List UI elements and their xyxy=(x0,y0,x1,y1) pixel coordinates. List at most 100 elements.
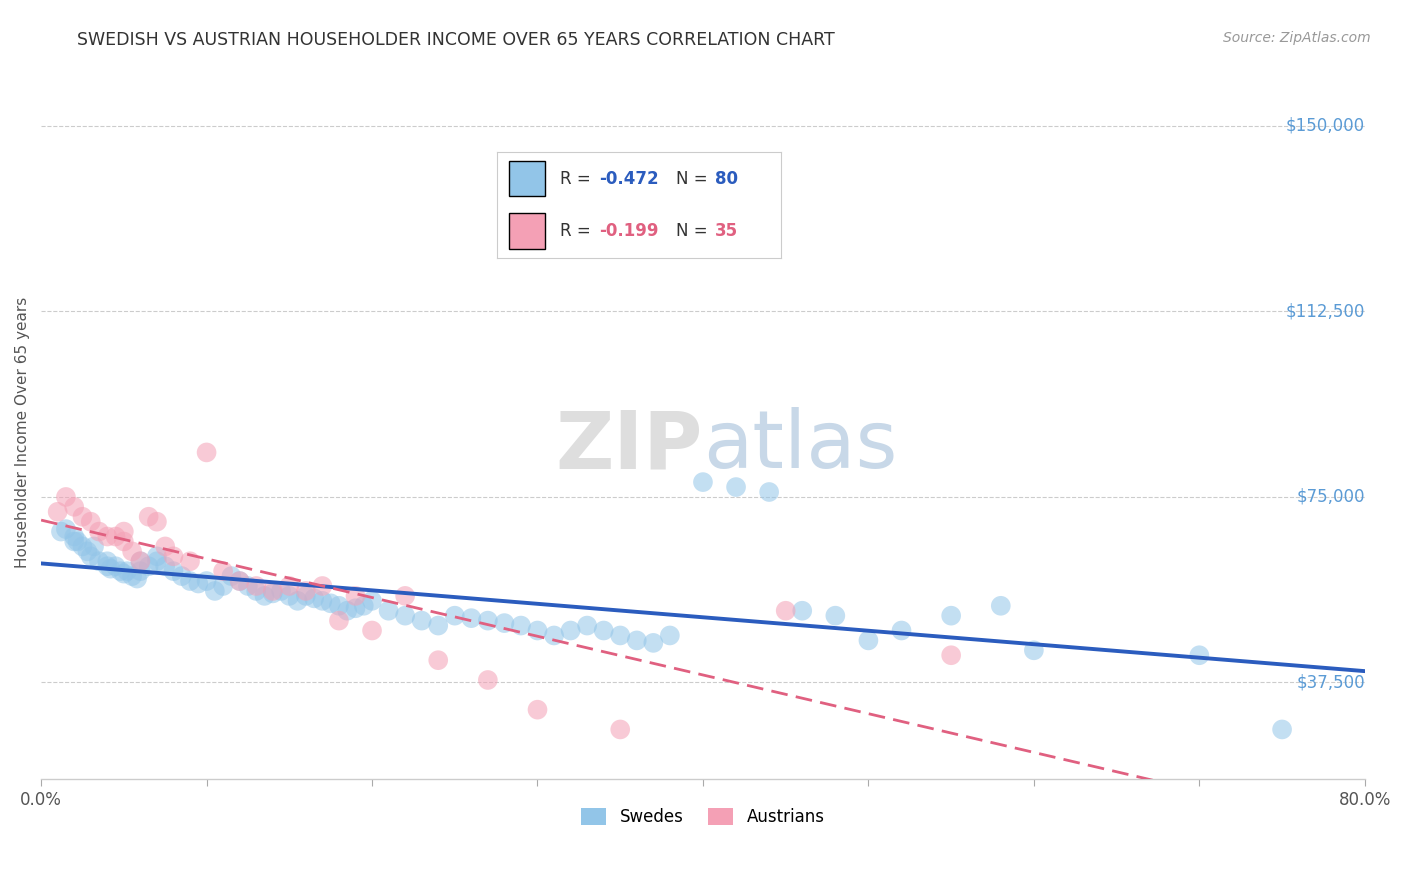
Point xyxy=(278,579,301,593)
Point xyxy=(477,614,499,628)
Text: atlas: atlas xyxy=(703,408,897,485)
Point xyxy=(228,574,250,588)
Point xyxy=(609,628,631,642)
Point xyxy=(83,540,105,554)
Point xyxy=(775,604,797,618)
Point xyxy=(138,559,160,574)
Point xyxy=(311,579,333,593)
Point xyxy=(302,591,325,606)
Text: R =: R = xyxy=(560,169,596,188)
Point xyxy=(858,633,880,648)
Point xyxy=(72,509,94,524)
Point xyxy=(221,569,243,583)
Point xyxy=(146,549,169,564)
Point xyxy=(104,529,127,543)
Point xyxy=(80,549,103,564)
Point xyxy=(195,574,218,588)
Point xyxy=(278,589,301,603)
Point xyxy=(643,636,665,650)
Text: R =: R = xyxy=(560,222,596,240)
Point xyxy=(100,562,122,576)
Text: N =: N = xyxy=(676,222,713,240)
Point xyxy=(477,673,499,687)
Point xyxy=(129,564,152,578)
Point xyxy=(287,594,309,608)
Point xyxy=(228,574,250,588)
Point xyxy=(427,653,450,667)
Point xyxy=(87,524,110,539)
Text: -0.199: -0.199 xyxy=(599,222,658,240)
Point xyxy=(155,540,177,554)
Point xyxy=(427,618,450,632)
Point xyxy=(253,589,276,603)
Point xyxy=(96,529,118,543)
Text: -0.472: -0.472 xyxy=(599,169,659,188)
Point xyxy=(939,608,962,623)
Point xyxy=(526,624,548,638)
Text: N =: N = xyxy=(676,169,713,188)
Text: $150,000: $150,000 xyxy=(1285,117,1365,135)
Point xyxy=(146,515,169,529)
Text: $37,500: $37,500 xyxy=(1296,673,1365,691)
Point xyxy=(1271,723,1294,737)
Point xyxy=(162,564,184,578)
Point xyxy=(361,624,384,638)
Point xyxy=(96,554,118,568)
Point xyxy=(626,633,648,648)
Point xyxy=(890,624,912,638)
Text: SWEDISH VS AUSTRIAN HOUSEHOLDER INCOME OVER 65 YEARS CORRELATION CHART: SWEDISH VS AUSTRIAN HOUSEHOLDER INCOME O… xyxy=(77,31,835,49)
Point xyxy=(319,596,342,610)
Text: 35: 35 xyxy=(716,222,738,240)
Legend: Swedes, Austrians: Swedes, Austrians xyxy=(575,801,831,833)
Point xyxy=(129,554,152,568)
Point xyxy=(692,475,714,489)
Point xyxy=(110,564,132,578)
Point xyxy=(63,500,86,514)
Point xyxy=(295,583,318,598)
Point xyxy=(824,608,846,623)
Point xyxy=(179,554,201,568)
Point xyxy=(245,583,267,598)
Point xyxy=(87,554,110,568)
Point xyxy=(138,509,160,524)
Point xyxy=(344,589,367,603)
Point xyxy=(236,579,259,593)
Point xyxy=(155,559,177,574)
Point xyxy=(121,569,143,583)
FancyBboxPatch shape xyxy=(509,213,546,249)
Point xyxy=(1022,643,1045,657)
Point xyxy=(112,534,135,549)
Point xyxy=(295,589,318,603)
Point xyxy=(212,579,235,593)
Point xyxy=(328,599,350,613)
Point xyxy=(1188,648,1211,663)
Point xyxy=(609,723,631,737)
Point xyxy=(262,586,284,600)
Point xyxy=(658,628,681,642)
Point xyxy=(162,549,184,564)
Point xyxy=(179,574,201,588)
Point xyxy=(394,608,416,623)
Point xyxy=(170,569,193,583)
Point xyxy=(361,594,384,608)
Point xyxy=(49,524,72,539)
Text: 80: 80 xyxy=(716,169,738,188)
Point xyxy=(104,559,127,574)
Point xyxy=(262,583,284,598)
Point xyxy=(66,534,89,549)
Point xyxy=(76,544,98,558)
Point xyxy=(96,559,118,574)
Point xyxy=(63,529,86,543)
Point xyxy=(129,554,152,568)
Point xyxy=(55,490,77,504)
Point xyxy=(204,583,226,598)
Text: $75,000: $75,000 xyxy=(1296,488,1365,506)
Point xyxy=(526,703,548,717)
Y-axis label: Householder Income Over 65 years: Householder Income Over 65 years xyxy=(15,297,30,568)
Point xyxy=(543,628,565,642)
Point xyxy=(560,624,582,638)
Point xyxy=(311,594,333,608)
Point xyxy=(792,604,814,618)
Point xyxy=(63,534,86,549)
Point xyxy=(270,583,292,598)
